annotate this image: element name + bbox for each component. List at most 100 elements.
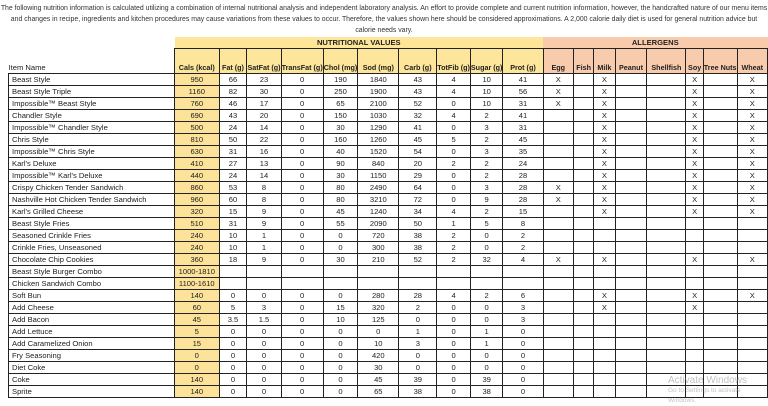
nutrition-cell: 0 (436, 181, 471, 194)
allergen-cell (614, 133, 648, 146)
column-header: Cals (kcal) (174, 48, 220, 74)
nutrition-cell: 0 (280, 133, 324, 146)
nutrition-cell: 45 (502, 133, 544, 146)
nutrition-cell: 2 (469, 205, 504, 218)
allergen-cell (736, 277, 768, 290)
nutrition-cell: 28 (502, 169, 544, 182)
nutrition-cell: 1900 (357, 85, 400, 98)
nutrition-cell (218, 265, 248, 278)
allergen-cell (646, 157, 687, 170)
allergen-cell: X (542, 253, 575, 266)
nutrition-cell: 720 (357, 229, 400, 242)
allergen-cell (702, 361, 738, 374)
allergen-cell: X (593, 157, 616, 170)
allergen-cell (614, 385, 648, 398)
nutrition-cell: 125 (357, 313, 400, 326)
nutrition-cell: 210 (357, 253, 400, 266)
nutrition-cell: 0 (218, 349, 248, 362)
allergen-cell: X (685, 181, 704, 194)
nutrition-cell: 0 (218, 361, 248, 374)
table-row: Chocolate Chip Cookies 360 18 9 0 30 210 52 2 32 4… (7, 253, 768, 266)
allergen-cell: X (736, 253, 768, 266)
allergen-cell (702, 265, 738, 278)
nutrition-cell (246, 265, 282, 278)
allergen-cell (702, 253, 738, 266)
table-row: Crinkle Fries, Unseasoned 240 10 1 0 0 300 38 2 0… (7, 241, 768, 254)
nutrition-cell: 80 (322, 193, 359, 206)
allergen-cell (646, 97, 687, 110)
item-name-cell: Beast Style Triple (7, 85, 176, 98)
allergen-cell (736, 217, 768, 230)
nutrition-cell: 1 (246, 229, 282, 242)
nutrition-cell: 0 (436, 373, 471, 386)
table-row: Crispy Chicken Tender Sandwich 860 53 8 0 80 2… (7, 181, 768, 194)
allergen-cell (702, 193, 738, 206)
allergen-cell (573, 229, 595, 242)
nutrition-cell: 0 (280, 181, 324, 194)
nutrition-cell: 39 (398, 373, 438, 386)
nutrition-cell: 0 (280, 241, 324, 254)
nutrition-cell (469, 265, 504, 278)
allergen-cell (646, 241, 687, 254)
nutrition-cell: 1030 (357, 109, 400, 122)
nutrition-cell: 0 (246, 349, 282, 362)
calories-cell: 140 (174, 289, 220, 302)
nutrition-cell: 0 (322, 289, 359, 302)
allergen-cell: X (685, 157, 704, 170)
nutrition-cell: 31 (502, 121, 544, 134)
allergen-cell (614, 121, 648, 134)
table-row: Add Bacon 45 3.5 1.5 0 10 125 0 0 0 3 (7, 313, 768, 326)
allergen-cell (614, 313, 648, 326)
nutrition-cell: 0 (218, 289, 248, 302)
calories-cell: 1100-1610 (174, 277, 220, 290)
calories-cell: 240 (174, 229, 220, 242)
nutrition-cell: 14 (246, 121, 282, 134)
allergen-cell (614, 169, 648, 182)
allergen-cell (593, 229, 616, 242)
allergen-column-header: Egg (542, 48, 575, 74)
allergen-cell (542, 133, 575, 146)
allergen-cell (593, 241, 616, 254)
nutrition-cell: 30 (246, 85, 282, 98)
allergen-cell: X (736, 109, 768, 122)
nutrition-cell: 52 (398, 253, 438, 266)
nutrition-cell: 0 (398, 349, 438, 362)
nutrition-cell: 41 (502, 73, 544, 86)
allergen-cell (685, 217, 704, 230)
nutrition-cell: 4 (502, 253, 544, 266)
item-name-cell: Crinkle Fries, Unseasoned (7, 241, 176, 254)
table-row: Impossible™ Karl's Deluxe 440 24 14 0 30 1150 2… (7, 169, 768, 182)
nutrition-cell: 40 (322, 145, 359, 158)
nutrition-cell: 4 (436, 73, 471, 86)
allergen-cell (614, 217, 648, 230)
nutrition-cell (502, 277, 544, 290)
column-header: SatFat (g) (246, 48, 282, 74)
allergen-cell (702, 277, 738, 290)
nutrition-cell: 3 (398, 337, 438, 350)
nutrition-cell: 0 (322, 241, 359, 254)
table-row: Beast Style 950 66 23 0 190 1840 43 4 10 41 X X X X (7, 73, 768, 86)
nutrition-cell: 15 (322, 301, 359, 314)
nutrition-cell: 0 (246, 325, 282, 338)
allergen-cell (702, 217, 738, 230)
allergen-cell (646, 85, 687, 98)
nutrition-cell: 0 (280, 157, 324, 170)
nutrition-cell: 35 (502, 145, 544, 158)
calories-cell: 690 (174, 109, 220, 122)
nutrition-cell: 28 (398, 289, 438, 302)
nutrition-cell: 0 (280, 289, 324, 302)
allergen-cell (542, 205, 575, 218)
allergen-cell (702, 289, 738, 302)
calories-cell: 0 (174, 349, 220, 362)
allergen-cell: X (736, 85, 768, 98)
column-header: Chol (mg) (322, 48, 359, 74)
allergen-cell (573, 181, 595, 194)
nutrition-cell: 150 (322, 109, 359, 122)
nutrition-cell: 41 (398, 121, 438, 134)
allergen-cell: X (736, 145, 768, 158)
allergen-cell: X (593, 169, 616, 182)
allergen-cell (593, 265, 616, 278)
nutrition-cell (436, 265, 471, 278)
allergen-cell: X (685, 73, 704, 86)
table-row: Karl's Deluxe 410 27 13 0 90 840 20 2 2 24 X X X (7, 157, 768, 170)
